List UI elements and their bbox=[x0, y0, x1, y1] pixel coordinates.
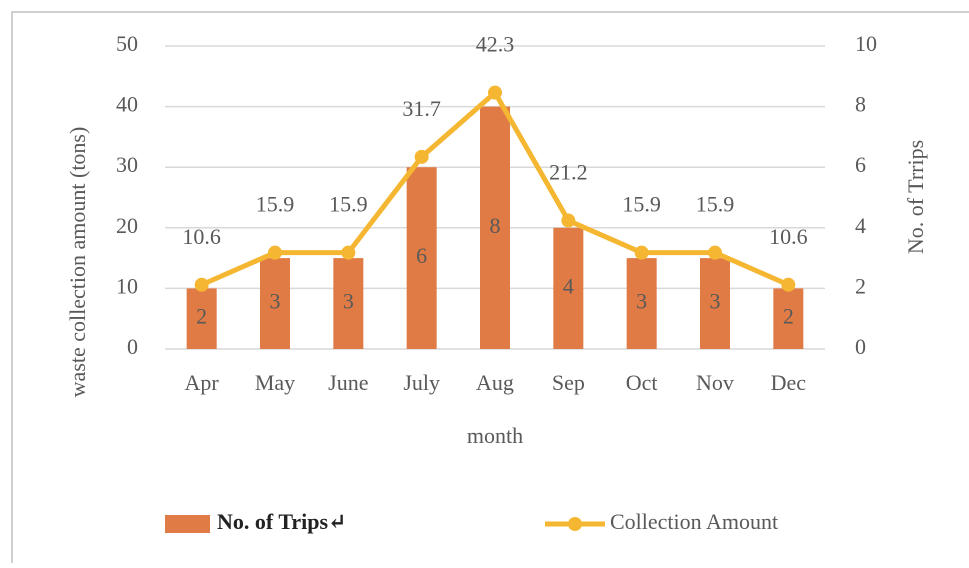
x-tick-label: Dec bbox=[771, 370, 807, 395]
legend-marker bbox=[568, 517, 582, 531]
bar bbox=[626, 258, 657, 349]
line-value-label: 15.9 bbox=[329, 192, 368, 217]
y-tick-label: 10 bbox=[116, 273, 138, 298]
x-axis-title: month bbox=[467, 423, 523, 448]
bar-value-label: 3 bbox=[270, 289, 281, 314]
line-value-label: 10.6 bbox=[182, 224, 221, 249]
line-value-label: 15.9 bbox=[256, 192, 295, 217]
line-value-label: 10.6 bbox=[769, 224, 808, 249]
y2-tick-label: 8 bbox=[855, 92, 866, 117]
legend-swatch bbox=[165, 515, 210, 533]
line-marker bbox=[708, 245, 722, 260]
legend-label: Collection Amount bbox=[610, 509, 778, 534]
frame bbox=[11, 11, 969, 568]
y-tick-label: 0 bbox=[127, 334, 138, 359]
bar-value-label: 3 bbox=[636, 289, 647, 314]
bar-value-label: 8 bbox=[490, 213, 501, 238]
line-marker bbox=[194, 277, 209, 292]
line-value-label: 21.2 bbox=[549, 160, 588, 185]
bar bbox=[773, 288, 804, 349]
bar bbox=[333, 258, 364, 349]
bar-value-label: 6 bbox=[416, 243, 427, 268]
bar-value-label: 2 bbox=[783, 304, 794, 329]
legend-label: No. of Trips↵ bbox=[217, 509, 346, 534]
x-tick-label: Oct bbox=[626, 370, 658, 395]
bar bbox=[186, 288, 217, 349]
line-marker bbox=[341, 245, 356, 260]
y2-tick-label: 2 bbox=[855, 273, 866, 298]
bar bbox=[260, 258, 290, 349]
x-tick-label: Sep bbox=[552, 370, 585, 395]
line-marker bbox=[634, 245, 649, 260]
y-tick-label: 40 bbox=[116, 92, 138, 117]
line-value-label: 42.3 bbox=[476, 32, 515, 57]
bar-value-label: 2 bbox=[196, 304, 207, 329]
x-tick-label: July bbox=[403, 370, 440, 395]
line-marker bbox=[488, 85, 502, 100]
line-marker bbox=[781, 277, 796, 292]
line-value-label: 15.9 bbox=[622, 192, 661, 217]
x-tick-label: June bbox=[328, 370, 368, 395]
bar-value-label: 4 bbox=[563, 273, 574, 298]
y-tick-label: 20 bbox=[116, 213, 138, 238]
y-axis-title: waste collection amount (tons) bbox=[65, 127, 90, 398]
bar bbox=[700, 258, 730, 349]
line-value-label: 31.7 bbox=[402, 96, 441, 121]
bar-value-label: 3 bbox=[343, 289, 354, 314]
line-marker bbox=[414, 149, 429, 164]
x-tick-label: Aug bbox=[476, 370, 514, 395]
y2-tick-label: 4 bbox=[855, 213, 866, 238]
line-marker bbox=[561, 213, 576, 228]
x-tick-label: May bbox=[255, 370, 295, 395]
y2-tick-label: 0 bbox=[855, 334, 866, 359]
x-tick-label: Nov bbox=[696, 370, 734, 395]
y2-tick-label: 10 bbox=[855, 31, 877, 56]
bar bbox=[406, 167, 437, 349]
y-tick-label: 50 bbox=[116, 31, 138, 56]
y-tick-label: 30 bbox=[116, 152, 138, 177]
y2-axis-title: No. of Trrips bbox=[903, 140, 928, 254]
bar bbox=[480, 106, 510, 349]
line-marker bbox=[268, 245, 282, 260]
y2-tick-label: 6 bbox=[855, 152, 866, 177]
bar bbox=[553, 227, 584, 349]
line-value-label: 15.9 bbox=[696, 192, 735, 217]
x-tick-label: Apr bbox=[185, 370, 220, 395]
bar-value-label: 3 bbox=[710, 289, 721, 314]
